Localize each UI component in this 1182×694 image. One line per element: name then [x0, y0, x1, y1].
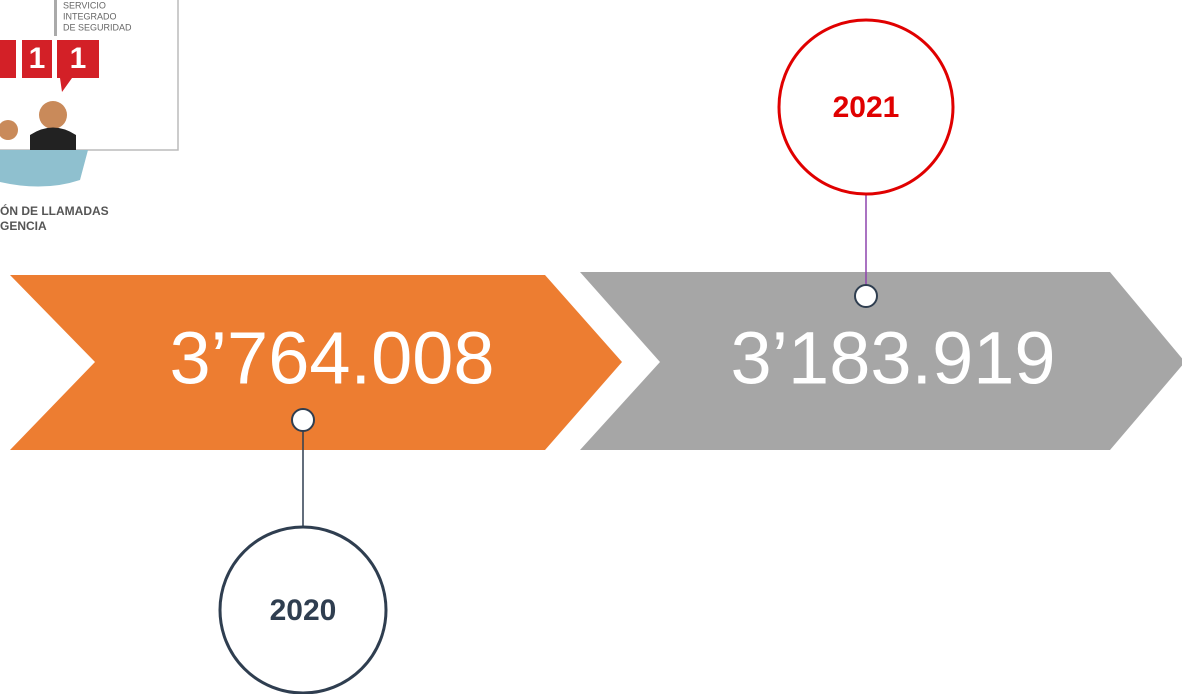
logo: SERVICIO INTEGRADO DE SEGURIDAD 1 1 ÓN D… — [0, 0, 179, 233]
year-circle — [218, 525, 388, 694]
person-head — [39, 101, 67, 129]
logo-caption: ÓN DE LLAMADAS — [0, 203, 109, 218]
logo-line: DE SEGURIDAD — [63, 22, 132, 32]
marker-dot — [854, 284, 878, 308]
logo-block — [57, 40, 99, 78]
logo-line: SERVICIO — [63, 0, 106, 10]
logo-line: INTEGRADO — [63, 11, 117, 21]
desk — [0, 150, 88, 187]
value: 3’183.919 — [730, 317, 1055, 400]
logo-digit: 1 — [29, 42, 46, 75]
year-circle — [777, 18, 955, 196]
logo-block — [0, 40, 16, 78]
chevron-2020 — [10, 275, 622, 450]
chevron-2021 — [580, 272, 1182, 450]
person-body — [30, 127, 76, 150]
logo-digit: 1 — [70, 42, 87, 75]
logo-bar — [54, 0, 57, 36]
person-head — [0, 120, 18, 140]
logo-block — [22, 40, 52, 78]
marker-dot — [291, 408, 315, 432]
logo-caption: GENCIA — [0, 219, 47, 233]
year: 2021 — [833, 91, 900, 124]
logo-tail — [60, 78, 72, 92]
year: 2020 — [270, 594, 337, 627]
value: 3’764.008 — [169, 317, 494, 400]
